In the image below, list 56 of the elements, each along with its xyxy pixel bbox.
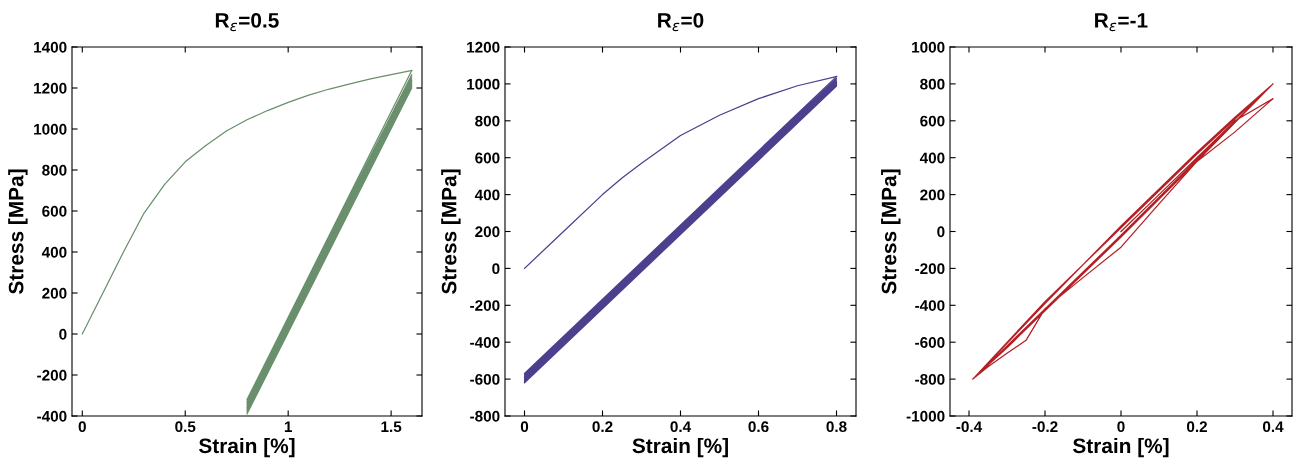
x-axis-title: Strain [%] xyxy=(1072,437,1169,458)
x-tick-label: 0.4 xyxy=(670,421,692,433)
chart-title: R$_{ε}$=0.5 xyxy=(215,12,279,32)
y-tick-label: 200 xyxy=(42,287,67,299)
x-axis-title: Strain [%] xyxy=(632,437,728,458)
y-tick-label: 1200 xyxy=(34,82,67,94)
y-tick-label: 800 xyxy=(42,164,67,176)
y-tick-label: -600 xyxy=(470,373,500,385)
x-tick-label: -0.4 xyxy=(956,421,983,433)
y-tick-label: 1200 xyxy=(467,41,500,53)
y-tick-label: -800 xyxy=(915,373,945,385)
y-tick-label: -400 xyxy=(470,337,500,348)
y-tick-label: 1000 xyxy=(467,78,500,90)
y-tick-label: -200 xyxy=(915,263,945,275)
chart-title: R$_{ε}$=-1 xyxy=(1095,13,1148,32)
x-tick-label: 0.4 xyxy=(1262,421,1284,433)
x-tick-label: 1.5 xyxy=(381,421,402,433)
y-tick-label: -400 xyxy=(915,300,945,311)
y-tick-label: -800 xyxy=(470,410,500,422)
y-tick-label: -600 xyxy=(915,337,945,348)
y-tick-label: 0 xyxy=(59,328,67,340)
y-tick-label: -400 xyxy=(37,410,67,422)
y-tick-label: 200 xyxy=(475,226,500,238)
y-tick-label: 200 xyxy=(920,189,945,201)
x-tick-label: 0.2 xyxy=(592,421,613,433)
x-tick-label: 0.2 xyxy=(1186,421,1208,433)
y-tick-label: 400 xyxy=(41,246,67,258)
y-tick-label: 400 xyxy=(474,189,500,201)
chart-title: R$_{ε}$=0 xyxy=(658,12,704,32)
y-tick-label: 1400 xyxy=(34,41,67,53)
y-tick-label: 1000 xyxy=(34,123,67,135)
x-tick-label: 0 xyxy=(78,421,86,433)
y-tick-label: 0 xyxy=(492,263,500,275)
x-tick-label: 0.5 xyxy=(175,421,196,433)
y-tick-label: 0 xyxy=(937,226,945,238)
x-tick-label: 0 xyxy=(1117,421,1125,433)
x-tick-label: 0 xyxy=(520,421,529,433)
y-tick-label: 600 xyxy=(920,115,945,127)
x-tick-label: 0.6 xyxy=(748,421,769,433)
y-tick-label: 1000 xyxy=(912,41,945,53)
y-tick-label: 800 xyxy=(475,115,500,127)
y-tick-label: -1000 xyxy=(906,410,945,422)
x-axis-title: Strain [%] xyxy=(198,437,295,458)
line-series xyxy=(972,83,1274,380)
y-axis-title: Stress [MPa] xyxy=(8,169,28,294)
x-tick-label: -0.2 xyxy=(1032,421,1058,433)
y-tick-label: 400 xyxy=(919,152,945,164)
y-axis-title: Stress [MPa] xyxy=(441,169,461,294)
x-tick-label: 1 xyxy=(284,421,292,432)
x-tick-label: 0.8 xyxy=(826,421,847,433)
y-tick-label: -200 xyxy=(37,369,67,381)
y-tick-label: 600 xyxy=(475,152,500,164)
y-tick-label: 800 xyxy=(920,78,945,90)
y-tick-label: 600 xyxy=(42,205,67,217)
y-tick-label: -200 xyxy=(470,300,500,311)
y-axis-title: Stress [MPa] xyxy=(881,169,901,294)
